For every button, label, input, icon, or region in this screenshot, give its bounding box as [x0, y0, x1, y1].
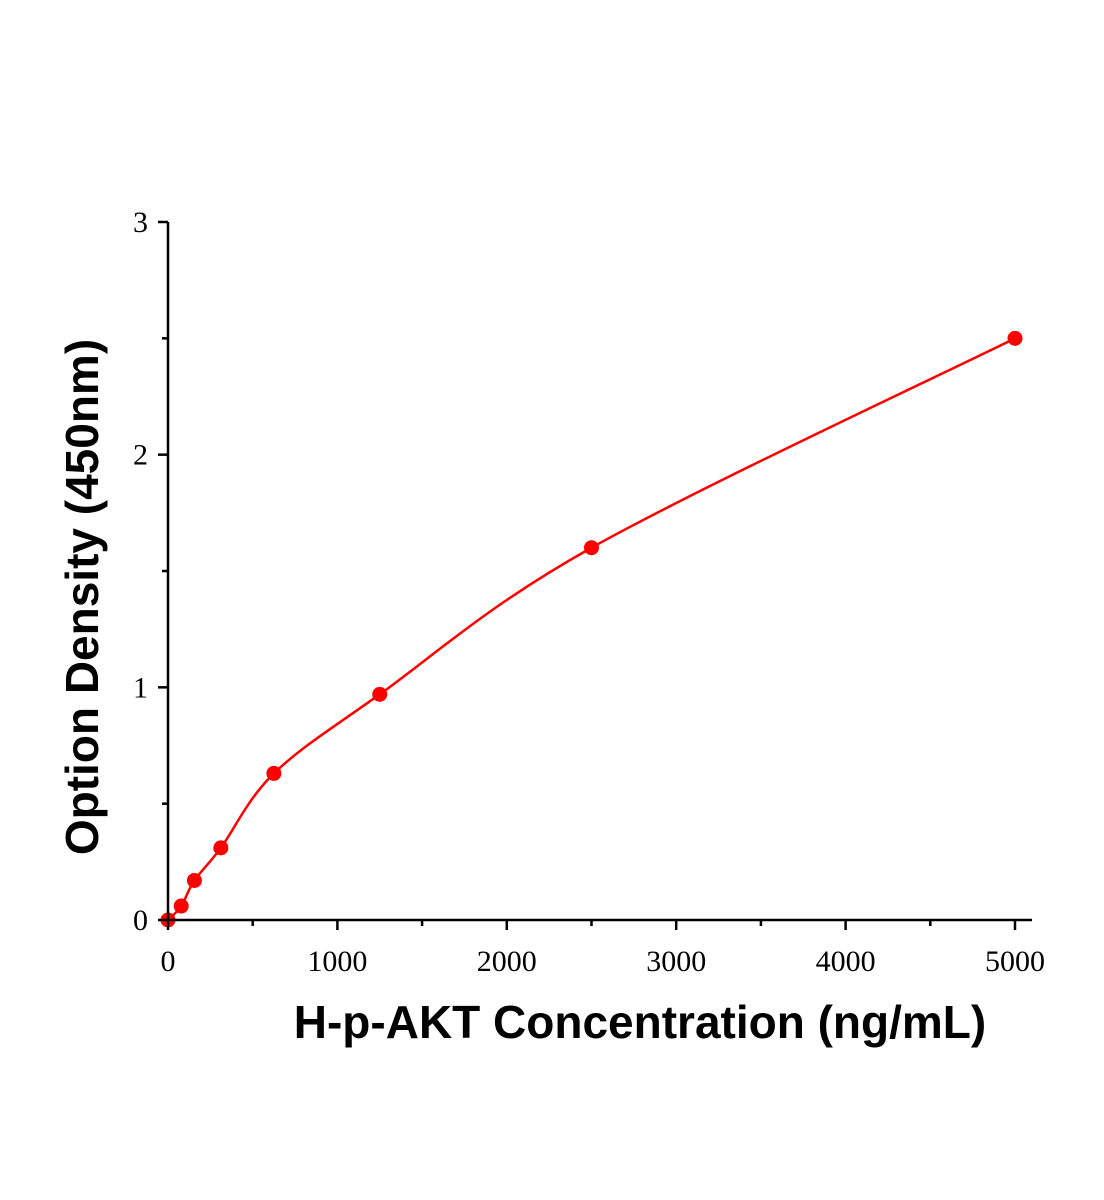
x-tick-label: 1000	[307, 945, 367, 978]
x-tick-label: 4000	[816, 945, 876, 978]
x-tick-label: 5000	[985, 945, 1045, 978]
x-tick-label: 2000	[477, 945, 537, 978]
y-tick-label: 3	[133, 206, 148, 239]
x-tick-label: 0	[161, 945, 176, 978]
data-point	[186, 872, 202, 888]
y-axis-title: Option Density (450nm)	[56, 339, 108, 855]
plot-area	[160, 330, 1023, 928]
data-point	[584, 540, 599, 556]
axes	[166, 222, 1032, 922]
y-tick-label: 1	[133, 671, 148, 704]
data-point	[173, 898, 189, 914]
ticks: 0 1000 2000 3000 4000 5000 0 1 2 3	[133, 206, 1045, 978]
data-point	[372, 686, 388, 702]
x-axis-title: H-p-AKT Concentration (ng/mL)	[294, 996, 986, 1048]
y-tick-label: 0	[133, 904, 148, 937]
data-point	[213, 840, 229, 856]
x-tick-label: 3000	[646, 945, 706, 978]
y-tick-label: 2	[133, 439, 148, 472]
data-point	[1007, 330, 1023, 346]
data-point	[266, 765, 282, 781]
fit-curve	[167, 337, 1016, 921]
